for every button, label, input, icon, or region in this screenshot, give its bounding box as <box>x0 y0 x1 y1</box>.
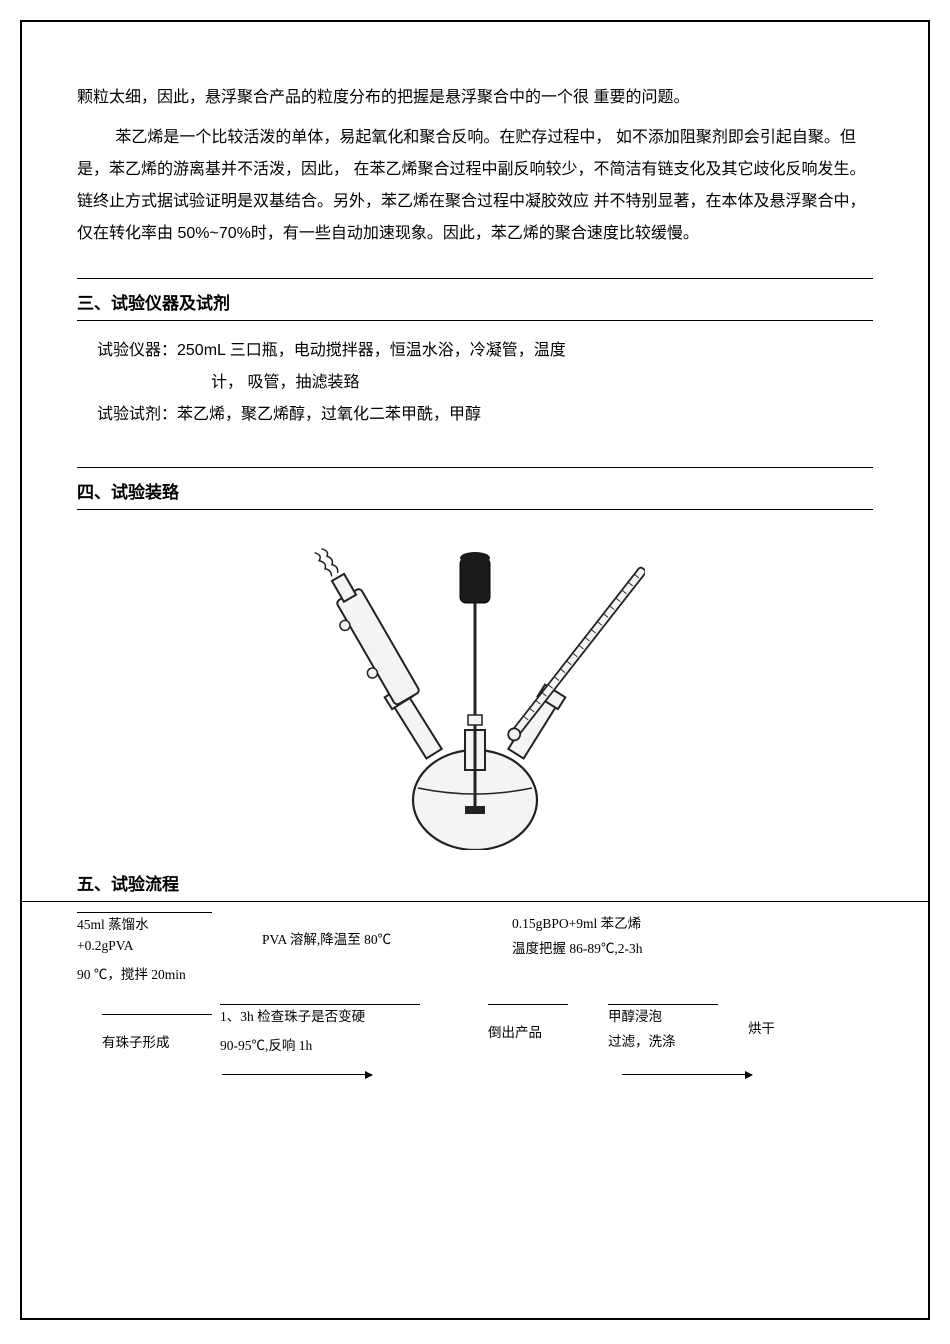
flow-step-2e: 烘干 <box>748 1004 803 1040</box>
flow-step-2c: 倒出产品 <box>488 1004 568 1044</box>
content-area: 颗粒太细，因此，悬浮聚合产品的粒度分布的把握是悬浮聚合中的一个很 重要的问题。 … <box>22 22 928 870</box>
reagents-line: 试验试剂：苯乙烯，聚乙烯醇，过氧化二苯甲酰，甲醇 <box>97 399 873 431</box>
flow-2b-l1: 1、3h 检查珠子是否变硬 <box>220 1007 420 1028</box>
section-4-header: 四、试验装臵 <box>77 467 873 510</box>
section-5-header: 五、试验流程 <box>22 870 928 901</box>
flow-1b-l1: PVA 溶解,降温至 80℃ <box>262 930 462 951</box>
flow-2d-l2: 过滤，洗涤 <box>608 1032 718 1053</box>
flow-row-1: 45ml 蒸馏水 +0.2gPVA 90 ℃，搅拌 20min PVA 溶解,降… <box>77 912 873 986</box>
flow-1a-l3: 90 ℃，搅拌 20min <box>77 965 212 986</box>
instruments-line-1b: 计， 吸管，抽滤装臵 <box>97 367 873 399</box>
arrow-1 <box>222 1074 372 1075</box>
flow-row-2: 有珠子形成 1、3h 检查珠子是否变硬 90-95℃,反响 1h 倒出产品 甲醇… <box>77 1004 873 1057</box>
arrow-2 <box>622 1074 752 1075</box>
flow-diagram: 45ml 蒸馏水 +0.2gPVA 90 ℃，搅拌 20min PVA 溶解,降… <box>22 902 928 1115</box>
flow-1c-l1: 0.15gBPO+9ml 苯乙烯 <box>512 914 702 935</box>
instruments-line-1: 试验仪器：250mL 三口瓶，电动搅拌器，恒温水浴，冷凝管，温度 <box>97 335 873 367</box>
flow-2d-l1: 甲醇浸泡 <box>608 1007 718 1028</box>
page-container: 颗粒太细，因此，悬浮聚合产品的粒度分布的把握是悬浮聚合中的一个很 重要的问题。 … <box>20 20 930 1320</box>
flow-1c-l2: 温度把握 86-89℃,2-3h <box>512 939 702 960</box>
apparatus-diagram <box>77 520 873 830</box>
flow-step-1a: 45ml 蒸馏水 +0.2gPVA 90 ℃，搅拌 20min <box>77 912 212 986</box>
section-3-content: 试验仪器：250mL 三口瓶，电动搅拌器，恒温水浴，冷凝管，温度 计， 吸管，抽… <box>77 321 873 439</box>
apparatus-svg <box>305 520 645 850</box>
flow-2b-l2: 90-95℃,反响 1h <box>220 1036 420 1057</box>
flow-1a-l1: 45ml 蒸馏水 <box>77 915 212 936</box>
section-5-row: 五、试验流程 <box>22 870 928 902</box>
section-3-header: 三、试验仪器及试剂 <box>77 278 873 321</box>
intro-paragraph-2: 苯乙烯是一个比较活泼的单体，易起氧化和聚合反响。在贮存过程中， 如不添加阻聚剂即… <box>77 122 873 250</box>
flow-1a-l2: +0.2gPVA <box>77 936 212 957</box>
flow-step-2a: 有珠子形成 <box>102 1014 212 1054</box>
flow-step-2b: 1、3h 检查珠子是否变硬 90-95℃,反响 1h <box>220 1004 420 1057</box>
flow-step-2d: 甲醇浸泡 过滤，洗涤 <box>608 1004 718 1053</box>
flow-step-1c: 0.15gBPO+9ml 苯乙烯 温度把握 86-89℃,2-3h <box>512 912 702 960</box>
intro-paragraph-1: 颗粒太细，因此，悬浮聚合产品的粒度分布的把握是悬浮聚合中的一个很 重要的问题。 <box>77 82 873 114</box>
flow-step-1b: PVA 溶解,降温至 80℃ <box>262 912 462 951</box>
